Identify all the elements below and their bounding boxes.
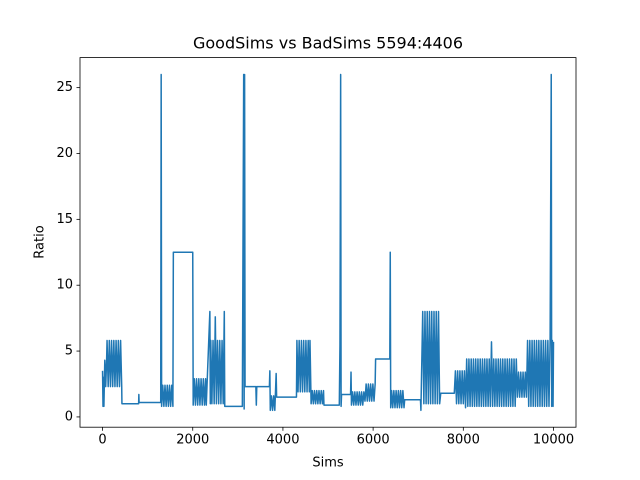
x-tick-label: 4000 <box>266 433 299 448</box>
x-tick-label: 2000 <box>176 433 209 448</box>
x-tick-label: 0 <box>98 433 106 448</box>
data-line <box>101 73 555 412</box>
x-tick-label: 10000 <box>533 433 574 448</box>
y-tick-label: 10 <box>56 278 73 293</box>
x-tick-label: 8000 <box>447 433 480 448</box>
y-tick-label: 0 <box>65 409 73 424</box>
y-tick-label: 25 <box>56 80 73 95</box>
x-axis-label: Sims <box>312 456 344 471</box>
y-tick-label: 20 <box>56 146 73 161</box>
y-tick-label: 15 <box>56 212 73 227</box>
y-axis-label: Ratio <box>33 225 48 258</box>
plot-frame <box>79 57 577 428</box>
y-tick-label: 5 <box>65 344 73 359</box>
x-tick-label: 6000 <box>357 433 390 448</box>
chart-title: GoodSims vs BadSims 5594:4406 <box>193 34 463 53</box>
